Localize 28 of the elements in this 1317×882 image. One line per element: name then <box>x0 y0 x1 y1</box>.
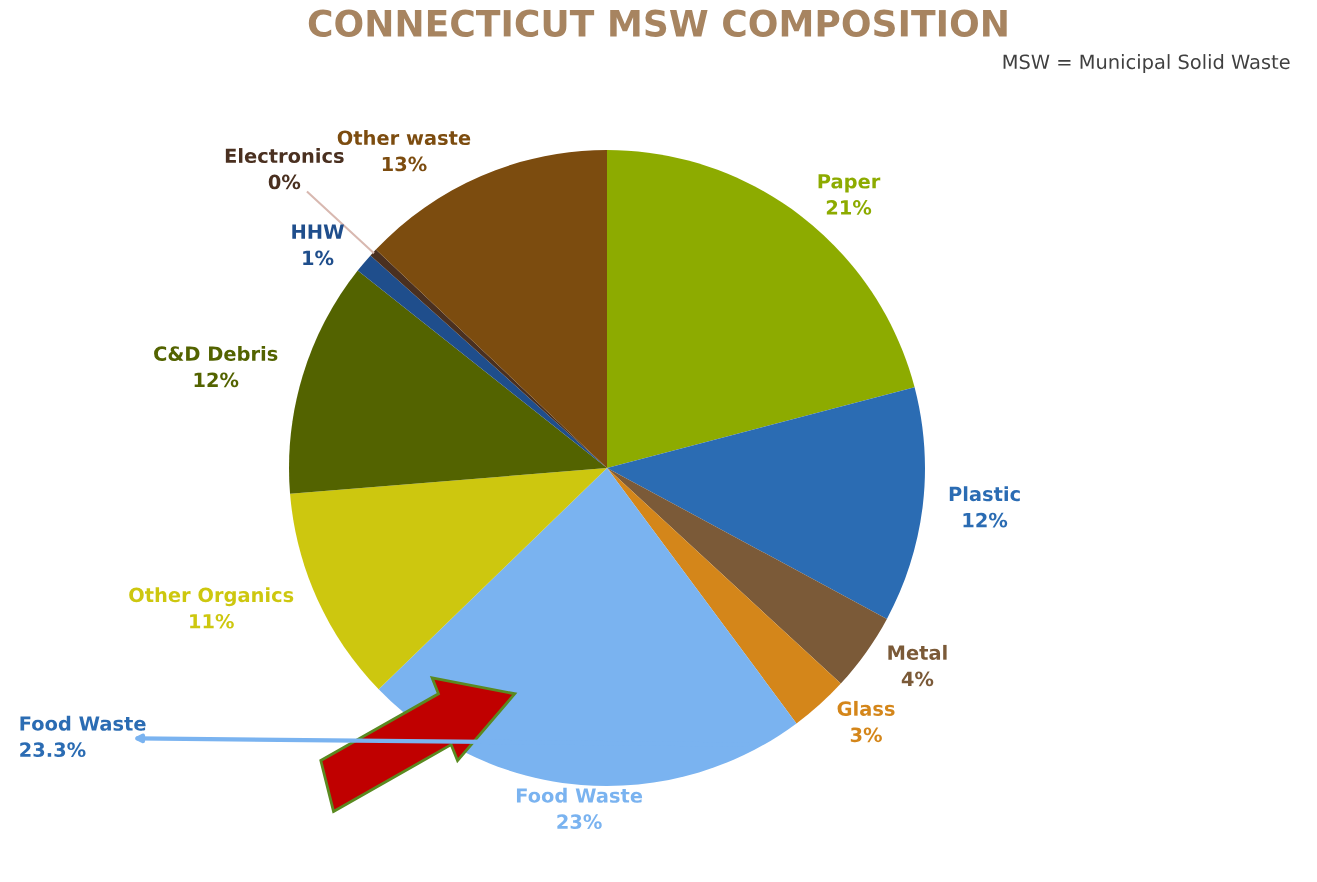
pie-slice <box>607 150 915 468</box>
slice-label: Paper <box>818 174 881 193</box>
text: Food Waste 23.3% <box>20 715 146 758</box>
data-label: 0% <box>268 174 301 190</box>
pie-slice <box>607 387 925 619</box>
slice-label: Other waste <box>337 130 471 146</box>
slice-label: Food Waste <box>516 787 643 803</box>
slice-label: Glass <box>837 700 895 716</box>
data-label: 12% <box>194 372 239 388</box>
data-label: 11% <box>190 613 234 629</box>
slice-label: Metal <box>888 644 947 660</box>
data-label: 12% <box>963 512 1008 528</box>
data-label: 13% <box>382 156 427 172</box>
text: MSW = Municipal Solid Waste <box>1003 54 1290 73</box>
pie-slice <box>289 270 607 494</box>
slice-label: Plastic <box>949 486 1020 502</box>
slice-label: HHW <box>292 224 344 239</box>
data-label: 3% <box>850 727 882 743</box>
slice-label: C&D Debris <box>154 345 278 361</box>
pie-slice <box>607 468 887 684</box>
pie-slice <box>375 150 607 468</box>
data-label: 23% <box>557 814 602 830</box>
slice-label: Electronics <box>225 148 344 164</box>
slice-label: Other Organics <box>129 587 294 607</box>
data-label: 4% <box>901 671 934 687</box>
data-label: 1% <box>303 250 334 266</box>
chart-title: CONNECTICUT MSW COMPOSITION <box>308 9 1007 37</box>
data-label: 21% <box>826 200 872 215</box>
